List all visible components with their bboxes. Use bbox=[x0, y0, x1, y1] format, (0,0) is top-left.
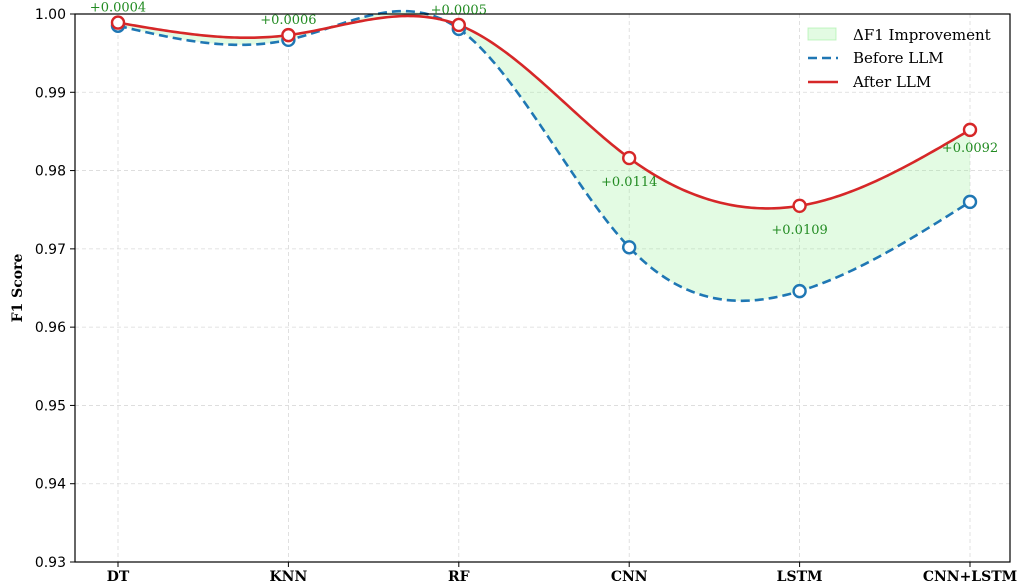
improvement-annotation: +0.0004 bbox=[90, 1, 146, 16]
x-tick-label: KNN bbox=[270, 569, 308, 585]
before-llm-line bbox=[117, 9, 971, 303]
y-tick-label: 0.98 bbox=[35, 164, 66, 180]
y-tick-label: 0.93 bbox=[35, 555, 66, 571]
after-llm-line bbox=[117, 14, 971, 210]
y-axis-ticks: 0.93 0.94 0.95 0.96 0.97 0.98 0.99 1.00 bbox=[35, 7, 75, 571]
y-tick-label: 0.95 bbox=[35, 398, 66, 414]
after-llm-point bbox=[622, 150, 637, 166]
after-llm-point bbox=[962, 122, 978, 138]
improvement-annotation: +0.0005 bbox=[431, 3, 487, 18]
improvement-area bbox=[118, 11, 970, 301]
before-llm-point bbox=[962, 194, 978, 210]
improvement-annotation: +0.0114 bbox=[601, 175, 657, 190]
legend-swatch-improvement bbox=[807, 27, 837, 41]
y-tick-label: 0.99 bbox=[35, 85, 66, 101]
before-llm-point bbox=[622, 240, 637, 255]
plot-frame bbox=[74, 13, 1011, 563]
after-llm-point bbox=[792, 198, 807, 214]
legend: ΔF1 Improvement Before LLM After LLM bbox=[807, 26, 991, 91]
y-tick-label: 0.96 bbox=[35, 320, 66, 336]
after-llm-point bbox=[451, 17, 466, 33]
legend-label-after: After LLM bbox=[852, 73, 931, 91]
improvement-annotation: +0.0006 bbox=[260, 13, 316, 28]
x-tick-label: CNN bbox=[611, 569, 648, 585]
legend-label-improvement: ΔF1 Improvement bbox=[853, 26, 991, 44]
after-llm-point bbox=[110, 15, 126, 30]
y-axis-label: F1 Score bbox=[10, 254, 26, 323]
y-tick-label: 1.00 bbox=[35, 7, 66, 23]
improvement-annotation: +0.0109 bbox=[771, 223, 827, 238]
x-tick-label: DT bbox=[107, 569, 130, 585]
after-llm-point bbox=[281, 27, 296, 43]
legend-label-before: Before LLM bbox=[853, 49, 944, 67]
x-tick-label: RF bbox=[448, 569, 470, 585]
x-tick-label: CNN+LSTM bbox=[923, 569, 1017, 585]
before-llm-point bbox=[792, 283, 807, 299]
x-axis-ticks: DT KNN RF CNN LSTM CNN+LSTM bbox=[107, 562, 1017, 585]
markers-layer bbox=[110, 15, 978, 299]
y-tick-label: 0.97 bbox=[35, 242, 66, 258]
annotations-layer: +0.0004 +0.0006 +0.0005 +0.0114 +0.0109 +0.00… bbox=[90, 1, 998, 238]
x-tick-label: LSTM bbox=[777, 569, 823, 585]
y-tick-label: 0.94 bbox=[35, 477, 66, 493]
improvement-annotation: +0.0092 bbox=[942, 141, 998, 156]
